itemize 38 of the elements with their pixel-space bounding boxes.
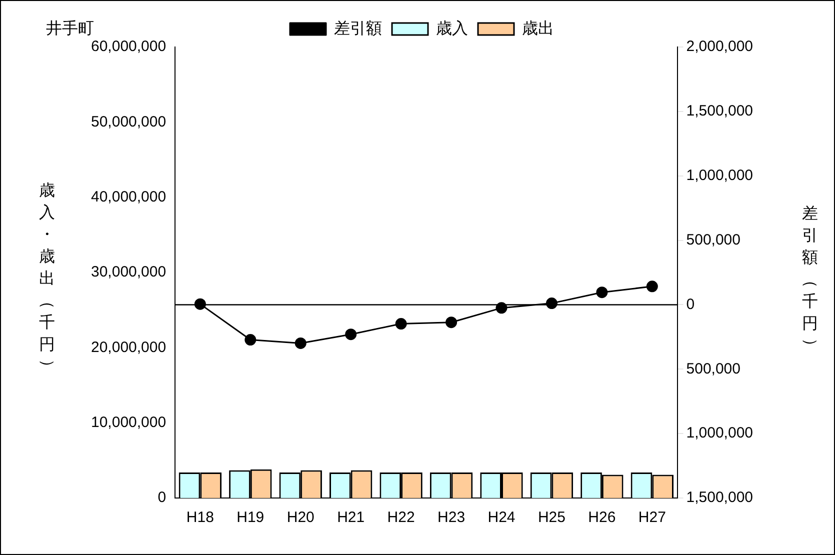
y2-tick-label: 500,000 [686,231,741,248]
y2-tick-label: 0 [686,296,695,313]
x-tick-label: H18 [186,509,214,526]
x-tick-label: H25 [538,509,566,526]
y2-tick-label: 500,000 [686,360,741,378]
x-tick-label: H22 [387,509,415,526]
point [446,316,458,328]
text: 歳入・歳出（千円） [38,182,56,375]
chart-title: 井手町 [46,19,94,38]
point [395,318,407,330]
point [596,286,608,298]
y-tick-label: 50,000,000 [90,113,166,130]
point [345,328,357,340]
y2-tick-label: 1,500,000 [686,489,754,506]
point [244,334,256,346]
x-tick-label: H24 [488,509,516,526]
legend-label: 歳入 [436,19,468,38]
y-tick-label: 40,000,000 [90,188,166,206]
legend-label: 歳出 [522,19,554,38]
point [646,280,658,292]
x-tick-label: H23 [438,509,466,526]
y-tick-label: 30,000,000 [90,264,166,281]
y2-tick-label: 2,000,000 [686,38,754,56]
y2-tick-label: 1,000,000 [686,424,754,442]
y-tick-label: 10,000,000 [90,414,166,431]
y-tick-label: 0 [158,489,166,506]
legend-label: 差引額 [334,19,382,38]
y2-tick-label: 1,000,000 [686,167,754,184]
x-tick-label: H20 [286,509,314,526]
y-tick-label: 20,000,000 [90,338,166,356]
x-tick-label: H21 [337,509,365,526]
point [294,337,306,349]
y2-tick-label: 1,500,000 [686,102,754,120]
x-tick-label: H27 [638,509,666,526]
y-tick-label: 60,000,000 [90,38,166,56]
x-tick-label: H19 [236,509,264,526]
x-tick-label: H26 [588,509,616,526]
y2-axis-title: 差引額（千円） [802,204,819,354]
